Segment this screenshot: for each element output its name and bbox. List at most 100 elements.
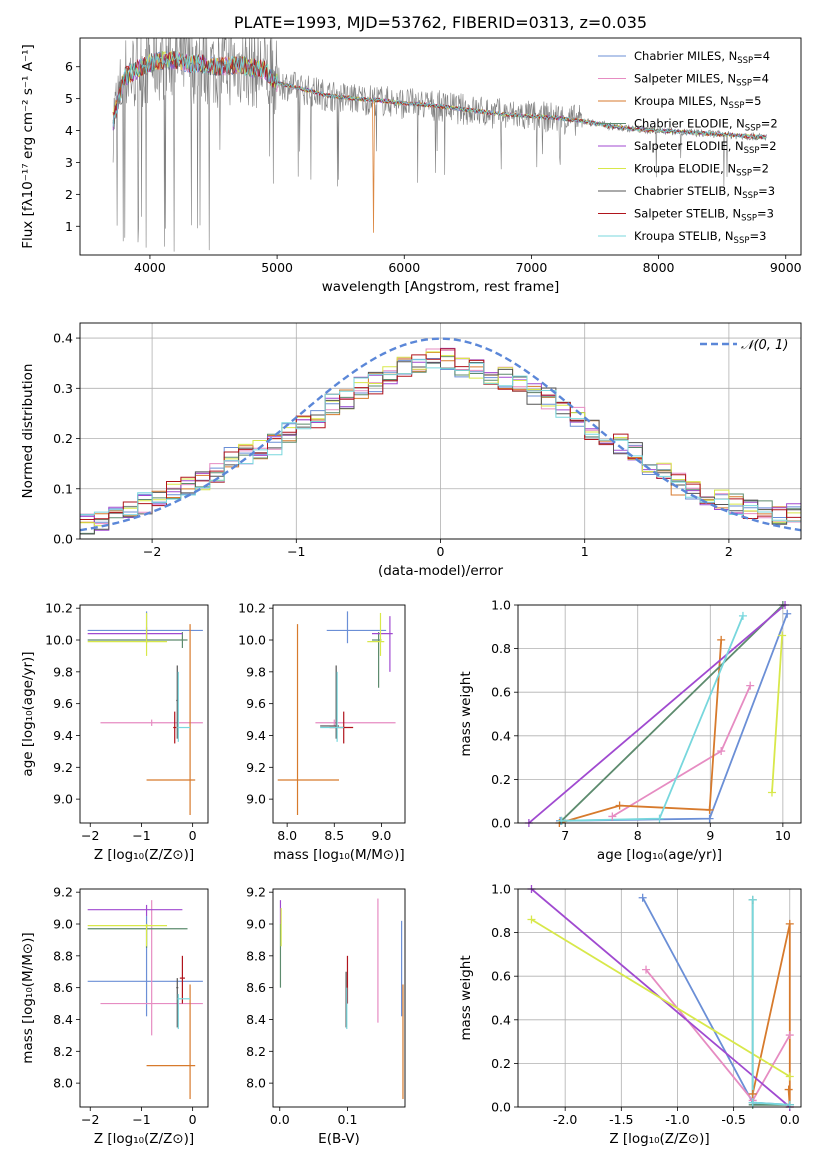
legend-entry-1-value: =4 bbox=[752, 72, 769, 86]
weight-vs-Z-series-6-marker-1 bbox=[748, 1098, 757, 1107]
weight-vs-Z-series-2 bbox=[751, 923, 791, 1107]
weight-vs-age-series-1-marker-2 bbox=[746, 681, 755, 690]
mass-vs-EBV-ytick-label-6: 9.2 bbox=[246, 885, 266, 900]
weight-vs-Z-series-1-marker-0 bbox=[642, 965, 651, 974]
age-vs-mass-frame bbox=[272, 604, 406, 824]
age-vs-Z-xtick-label-0: −2 bbox=[81, 828, 99, 843]
legend-entry-1-name: Salpeter MILES, N bbox=[634, 72, 736, 86]
weight-vs-Z-ytick-label-4: 0.8 bbox=[491, 925, 511, 940]
weight-vs-age-ytick-label-0: 0.0 bbox=[491, 816, 511, 831]
weight-vs-Z-series-1 bbox=[645, 969, 791, 1103]
mass-vs-EBV-ytick-label-1: 8.2 bbox=[246, 1044, 266, 1059]
legend-entry-8-name: Kroupa STELIB, N bbox=[634, 229, 734, 243]
weight-vs-age-xtick-label-3: 10 bbox=[775, 828, 791, 843]
residuals-xlabel: (data-model)/error bbox=[378, 563, 504, 579]
age-vs-mass-xtick-label-1: 8.5 bbox=[324, 828, 344, 843]
weight-vs-age-series-1-marker-1 bbox=[717, 747, 726, 756]
legend-entry-4: Salpeter ELODIE, NSSP=2 bbox=[634, 139, 777, 156]
mass-vs-Z-ytick-label-4: 8.8 bbox=[53, 948, 73, 963]
age-vs-Z-xtick-label-1: −1 bbox=[132, 828, 150, 843]
legend-entry-7: Salpeter STELIB, NSSP=3 bbox=[634, 207, 774, 224]
residual-hist-7 bbox=[80, 348, 801, 520]
weight-vs-Z-series-1-marker-2 bbox=[785, 1031, 794, 1040]
mass-vs-EBV-plot-area bbox=[279, 898, 404, 1100]
mass-vs-EBV-ytick-label-2: 8.4 bbox=[246, 1012, 266, 1027]
age-vs-Z-plot-area bbox=[87, 611, 203, 816]
legend-entry-7-value: =3 bbox=[757, 207, 774, 221]
age-vs-Z-ytick-label-2: 9.4 bbox=[53, 728, 73, 743]
weight-vs-age-series-2-marker-2 bbox=[705, 805, 714, 814]
legend-entry-3: Chabrier ELODIE, NSSP=2 bbox=[634, 117, 778, 134]
weight-vs-age-series-6-marker-0 bbox=[557, 816, 566, 825]
age-vs-Z-frame bbox=[79, 604, 209, 824]
age-vs-Z-ytick-label-5: 10.0 bbox=[45, 633, 73, 648]
spectrum-ytick-label-2: 3 bbox=[65, 155, 73, 170]
weight-vs-age-ytick-label-5: 1.0 bbox=[491, 598, 511, 613]
weight-vs-age-series-6-marker-1 bbox=[655, 814, 664, 823]
weight-vs-age-series-0-marker-2 bbox=[783, 609, 792, 618]
legend-entry-3-name: Chabrier ELODIE, N bbox=[634, 117, 745, 131]
residuals-xtick-label-0: −2 bbox=[143, 544, 161, 559]
weight-vs-age-series-6-marker-2 bbox=[738, 611, 747, 620]
weight-vs-age-ytick-label-2: 0.4 bbox=[491, 728, 511, 743]
spectrum-model-2 bbox=[112, 52, 583, 233]
legend-entry-0-sub: SSP bbox=[737, 56, 753, 66]
spectrum-xtick-label-3: 7000 bbox=[516, 260, 548, 275]
age-vs-mass-ytick-label-6: 10.2 bbox=[238, 601, 266, 616]
spectrum-ytick-label-4: 5 bbox=[65, 91, 73, 106]
residuals-xtick-label-4: 2 bbox=[725, 544, 733, 559]
legend-entry-6-name: Chabrier STELIB, N bbox=[634, 184, 742, 198]
weight-vs-Z-series-2-marker-1 bbox=[785, 919, 794, 928]
mass-vs-Z-xtick-label-1: −1 bbox=[132, 1112, 150, 1127]
age-vs-mass-plot-area bbox=[277, 611, 396, 816]
residuals-frame bbox=[79, 322, 802, 540]
mass-vs-EBV-ytick-label-5: 9.0 bbox=[246, 917, 266, 932]
spectrum-ytick-label-1: 2 bbox=[65, 187, 73, 202]
mass-vs-Z-frame bbox=[79, 888, 209, 1108]
age-vs-mass-ytick-label-5: 10.0 bbox=[238, 633, 266, 648]
mass-vs-Z-ytick-label-0: 8.0 bbox=[53, 1076, 73, 1091]
residuals-plot-area bbox=[80, 337, 801, 535]
spectrum-model-8 bbox=[112, 51, 767, 139]
mass-vs-Z-panel: −2 −1 0 8.0 8.2 8.4 8.6 8.8 9.0 9.2 Z [log₁₀(Z/Z⊙)… bbox=[20, 885, 209, 1147]
weight-vs-Z-ytick-label-0: 0.0 bbox=[491, 1100, 511, 1115]
residuals-ytick-label-2: 0.2 bbox=[53, 431, 73, 446]
weight-vs-age-panel: 7 8 9 10 0.0 0.2 0.4 0.6 0.8 1.0 age [log₁₀(age/yr… bbox=[458, 598, 802, 863]
mass-vs-EBV-xtick-label-1: 0.1 bbox=[338, 1112, 358, 1127]
weight-vs-Z-ylabel: mass weight bbox=[458, 955, 474, 1040]
weight-vs-age-ylabel: mass weight bbox=[458, 671, 474, 756]
weight-vs-Z-series-0-marker-0 bbox=[638, 893, 647, 902]
legend-entry-2-sub: SSP bbox=[729, 101, 745, 111]
age-vs-mass-ytick-label-4: 9.8 bbox=[246, 664, 266, 679]
weight-vs-age-ytick-label-4: 0.8 bbox=[491, 641, 511, 656]
age-vs-Z-ytick-label-1: 9.2 bbox=[53, 760, 73, 775]
weight-vs-Z-ytick-label-2: 0.4 bbox=[491, 1012, 511, 1027]
weight-vs-Z-series-2-marker-3 bbox=[784, 1085, 793, 1094]
mass-vs-Z-xtick-label-0: −2 bbox=[81, 1112, 99, 1127]
age-vs-Z-ytick-label-6: 10.2 bbox=[45, 601, 73, 616]
age-vs-Z-ytick-label-4: 9.8 bbox=[53, 664, 73, 679]
legend-entry-5-sub: SSP bbox=[736, 169, 752, 179]
mass-vs-EBV-ytick-label-4: 8.8 bbox=[246, 948, 266, 963]
spectrum-xtick-label-0: 4000 bbox=[134, 260, 166, 275]
residuals-ytick-label-4: 0.4 bbox=[53, 331, 73, 346]
mass-vs-EBV-xtick-label-0: 0.0 bbox=[270, 1112, 290, 1127]
normal-legend-label: 𝒩(0, 1) bbox=[741, 338, 788, 353]
age-vs-mass-ytick-label-0: 9.0 bbox=[246, 792, 266, 807]
weight-vs-age-series-2-marker-3 bbox=[717, 635, 726, 644]
weight-vs-Z-xtick-label-3: -0.5 bbox=[721, 1112, 745, 1127]
spectrum-ytick-label-5: 6 bbox=[65, 59, 73, 74]
spectrum-ytick-label-3: 4 bbox=[65, 123, 73, 138]
weight-vs-Z-xtick-label-4: 0.0 bbox=[780, 1112, 800, 1127]
legend-entry-6-value: =3 bbox=[758, 184, 775, 198]
weight-vs-age-ytick-label-3: 0.6 bbox=[491, 685, 511, 700]
residual-hist-6 bbox=[80, 361, 801, 535]
weight-vs-age-xtick-label-0: 7 bbox=[561, 828, 569, 843]
spectrum-frame bbox=[79, 37, 802, 256]
age-vs-mass-xtick-label-0: 8.0 bbox=[277, 828, 297, 843]
weight-vs-Z-series-5-marker-0 bbox=[527, 915, 536, 924]
legend-entry-8-sub: SSP bbox=[734, 236, 750, 246]
mass-vs-EBV-ytick-label-3: 8.6 bbox=[246, 980, 266, 995]
spectrum-xtick-label-2: 6000 bbox=[388, 260, 420, 275]
